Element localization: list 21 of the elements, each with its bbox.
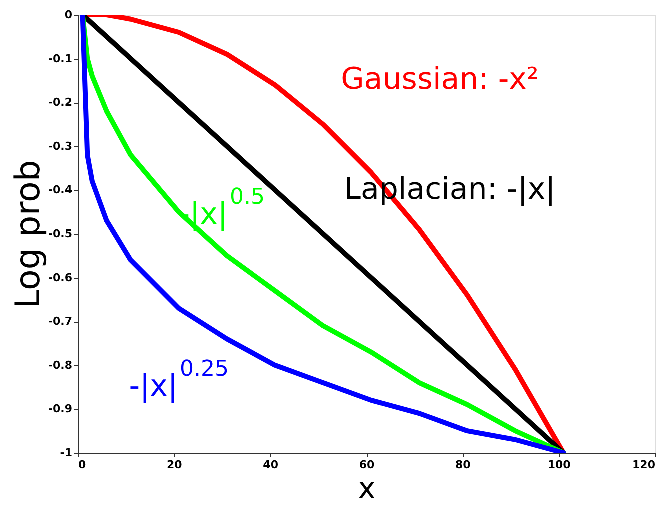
- x-tick-label: 60: [359, 458, 375, 472]
- y-tick-label: -0.4: [48, 184, 73, 197]
- x-tick-label: 120: [632, 458, 656, 472]
- y-tick-label: -0.7: [48, 315, 72, 328]
- x-tick-label: 20: [167, 458, 183, 472]
- y-tick-label: -0.6: [48, 271, 73, 284]
- y-tick-label: -0.8: [48, 358, 72, 372]
- x-tick-label: 80: [456, 458, 472, 472]
- x-tick-label: 0: [78, 458, 86, 472]
- y-axis-title: Log prob: [8, 160, 48, 309]
- x-axis-title: x: [358, 472, 376, 506]
- y-tick-label: -0.3: [48, 140, 72, 153]
- y-tick-label: 0: [64, 8, 73, 22]
- x-tick-label: 40: [263, 458, 279, 472]
- x-tick-label: 100: [548, 458, 572, 472]
- y-tick-label: -0.5: [48, 228, 72, 240]
- y-tick-label: -1: [60, 446, 72, 460]
- series-label: Gaussian: -x²: [341, 62, 539, 97]
- y-tick-label: -0.2: [48, 96, 72, 110]
- y-tick-label: -0.9: [48, 402, 72, 416]
- y-tick-label: -0.1: [48, 52, 72, 66]
